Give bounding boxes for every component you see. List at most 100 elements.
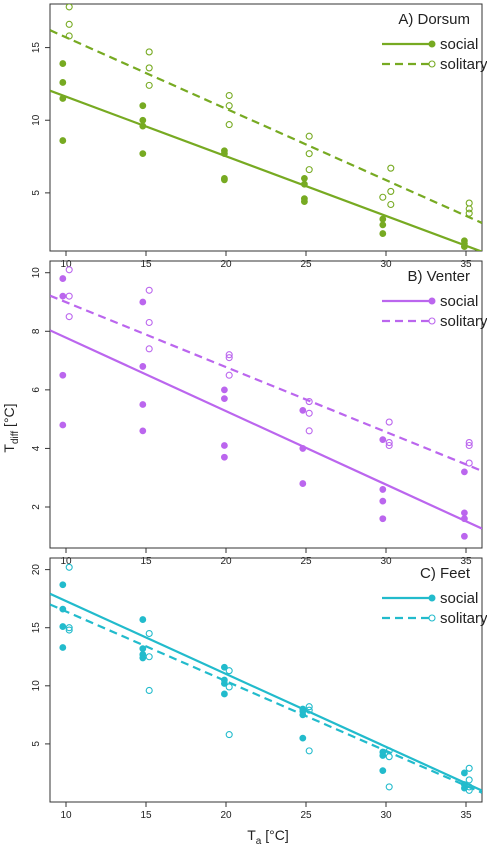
data-point-social <box>59 581 67 589</box>
y-tick-label: 10 <box>31 267 42 279</box>
data-point-solitary <box>465 776 473 784</box>
fit-line-solitary <box>50 29 482 224</box>
data-point-social <box>220 663 228 671</box>
data-point-social <box>379 515 387 523</box>
data-point-solitary <box>225 731 233 739</box>
data-point-social <box>220 150 228 158</box>
data-point-solitary <box>225 354 233 362</box>
x-tick-label: 20 <box>220 556 232 567</box>
data-point-social <box>220 395 228 403</box>
data-point-social <box>460 468 468 476</box>
data-point-social <box>59 137 67 144</box>
x-tick-label: 15 <box>140 556 152 567</box>
legend: social solitary <box>382 36 487 73</box>
data-point-social <box>379 436 387 444</box>
data-point-social <box>59 644 67 651</box>
panel-2: 10 15 20 25 30 35 2 4 6 8 10 B) Venter social solitar… <box>31 260 487 567</box>
legend-label-solitary: solitary <box>440 610 487 627</box>
data-point-solitary <box>305 398 313 406</box>
legend-marker-social <box>428 40 436 48</box>
data-point-social <box>59 275 67 282</box>
x-tick-label: 15 <box>140 810 152 821</box>
fit-line-social <box>50 592 482 792</box>
fit-line-social <box>50 89 482 251</box>
fit-line-social <box>50 329 482 530</box>
data-point-solitary <box>65 313 73 321</box>
data-point-solitary <box>305 409 313 417</box>
legend-label-social: social <box>440 36 478 53</box>
data-point-social <box>59 371 67 379</box>
data-point-solitary <box>465 199 473 207</box>
data-point-social <box>59 421 67 429</box>
data-point-social <box>460 515 468 523</box>
data-point-solitary <box>385 783 393 791</box>
data-point-social <box>460 532 468 540</box>
data-point-solitary <box>225 91 233 100</box>
data-point-solitary <box>385 753 393 761</box>
data-point-social <box>139 150 147 158</box>
y-tick-label: 6 <box>31 387 42 393</box>
data-point-social <box>139 298 147 306</box>
data-point-solitary <box>225 683 233 691</box>
data-point-solitary <box>145 318 153 327</box>
data-point-solitary <box>465 439 473 447</box>
data-point-social <box>139 102 147 110</box>
data-point-social <box>379 767 387 775</box>
legend-marker-social <box>428 297 436 305</box>
y-axis-label-main: T <box>1 444 17 453</box>
data-point-solitary <box>465 459 473 467</box>
x-tick-label: 35 <box>460 259 472 270</box>
data-point-solitary <box>385 418 393 426</box>
data-point-social <box>59 292 67 300</box>
data-point-solitary <box>305 132 313 140</box>
data-point-solitary <box>225 667 233 675</box>
legend: social solitary <box>382 590 487 627</box>
data-point-social <box>460 769 468 777</box>
data-point-solitary <box>465 786 473 794</box>
data-point-social <box>139 122 147 130</box>
panel-1: 10 15 20 25 30 35 5 10 15 A) Dorsum social solitary <box>31 3 487 270</box>
data-point-solitary <box>385 439 393 447</box>
data-point-solitary <box>305 427 313 435</box>
data-point-solitary <box>379 193 387 201</box>
plot-area <box>50 563 482 794</box>
data-point-social <box>139 363 147 370</box>
y-tick-label: 15 <box>31 622 42 634</box>
data-point-solitary <box>145 64 153 72</box>
y-axis-label-sub: diff <box>10 431 21 444</box>
x-tick-label: 20 <box>220 810 232 821</box>
data-point-social <box>300 198 308 206</box>
y-tick-label: 10 <box>31 680 42 692</box>
y-tick-label: 20 <box>31 564 42 576</box>
data-point-solitary <box>65 626 73 634</box>
y-tick-label: 4 <box>31 445 42 451</box>
data-point-solitary <box>385 441 393 450</box>
y-axis-label-unit: [°C] <box>1 403 17 430</box>
data-point-social <box>139 427 147 435</box>
y-tick-label: 15 <box>31 42 42 54</box>
data-point-social <box>59 60 67 67</box>
data-point-social <box>460 243 468 251</box>
data-point-solitary <box>225 351 233 359</box>
y-tick-label: 8 <box>31 328 42 334</box>
data-point-solitary <box>387 187 395 195</box>
data-point-solitary <box>65 292 73 300</box>
legend-marker-solitary <box>428 614 436 622</box>
data-point-solitary <box>465 441 473 450</box>
x-tick-label: 10 <box>60 810 72 821</box>
x-tick-label: 20 <box>220 259 232 270</box>
data-point-social <box>59 95 67 102</box>
data-point-solitary <box>145 48 153 56</box>
data-point-social <box>299 406 307 414</box>
data-point-solitary <box>465 205 473 213</box>
x-tick-label: 25 <box>300 556 312 567</box>
data-point-social <box>139 116 147 124</box>
data-point-social <box>379 752 387 759</box>
data-point-solitary <box>305 706 313 714</box>
data-point-solitary <box>225 102 233 110</box>
panel-title: B) Venter <box>407 268 470 285</box>
legend-marker-solitary <box>428 60 436 68</box>
data-point-solitary <box>145 686 153 695</box>
